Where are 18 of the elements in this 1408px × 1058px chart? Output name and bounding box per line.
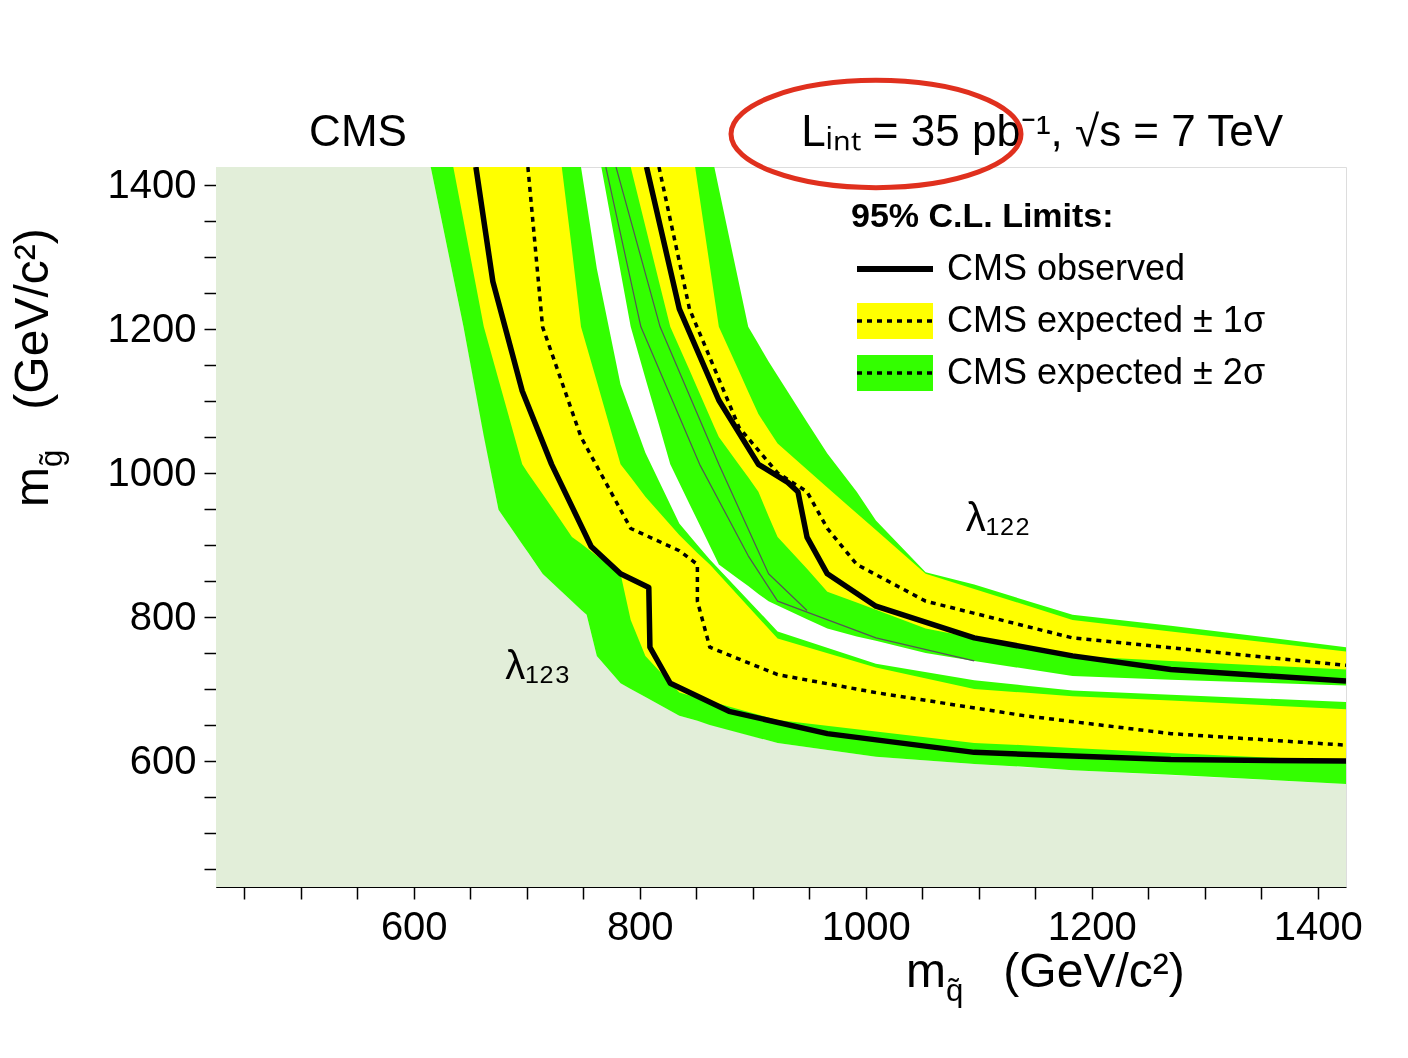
x-tick-label: 800 bbox=[606, 903, 674, 948]
annotation: λ₁₂₃ bbox=[505, 643, 571, 687]
y-tick-label: 800 bbox=[129, 593, 197, 638]
y-tick-label: 1200 bbox=[107, 305, 197, 350]
annotation: λ₁₂₂ bbox=[965, 495, 1031, 539]
y-tick-label: 600 bbox=[129, 737, 197, 782]
y-tick-label: 1400 bbox=[107, 161, 197, 206]
legend-label: CMS observed bbox=[947, 247, 1186, 288]
x-tick-label: 1400 bbox=[1273, 903, 1363, 948]
text: mg̃ (GeV/c²) bbox=[5, 228, 70, 507]
x-tick-label: 1000 bbox=[821, 903, 911, 948]
legend-label: CMS expected ± 1σ bbox=[947, 299, 1266, 340]
y-tick-label: 1000 bbox=[107, 449, 197, 494]
x-tick-label: 600 bbox=[380, 903, 448, 948]
text: CMS bbox=[309, 106, 407, 155]
legend-title: 95% C.L. Limits: bbox=[851, 196, 1114, 234]
x-tick-label: 1200 bbox=[1047, 903, 1137, 948]
legend-label: CMS expected ± 2σ bbox=[947, 351, 1266, 392]
